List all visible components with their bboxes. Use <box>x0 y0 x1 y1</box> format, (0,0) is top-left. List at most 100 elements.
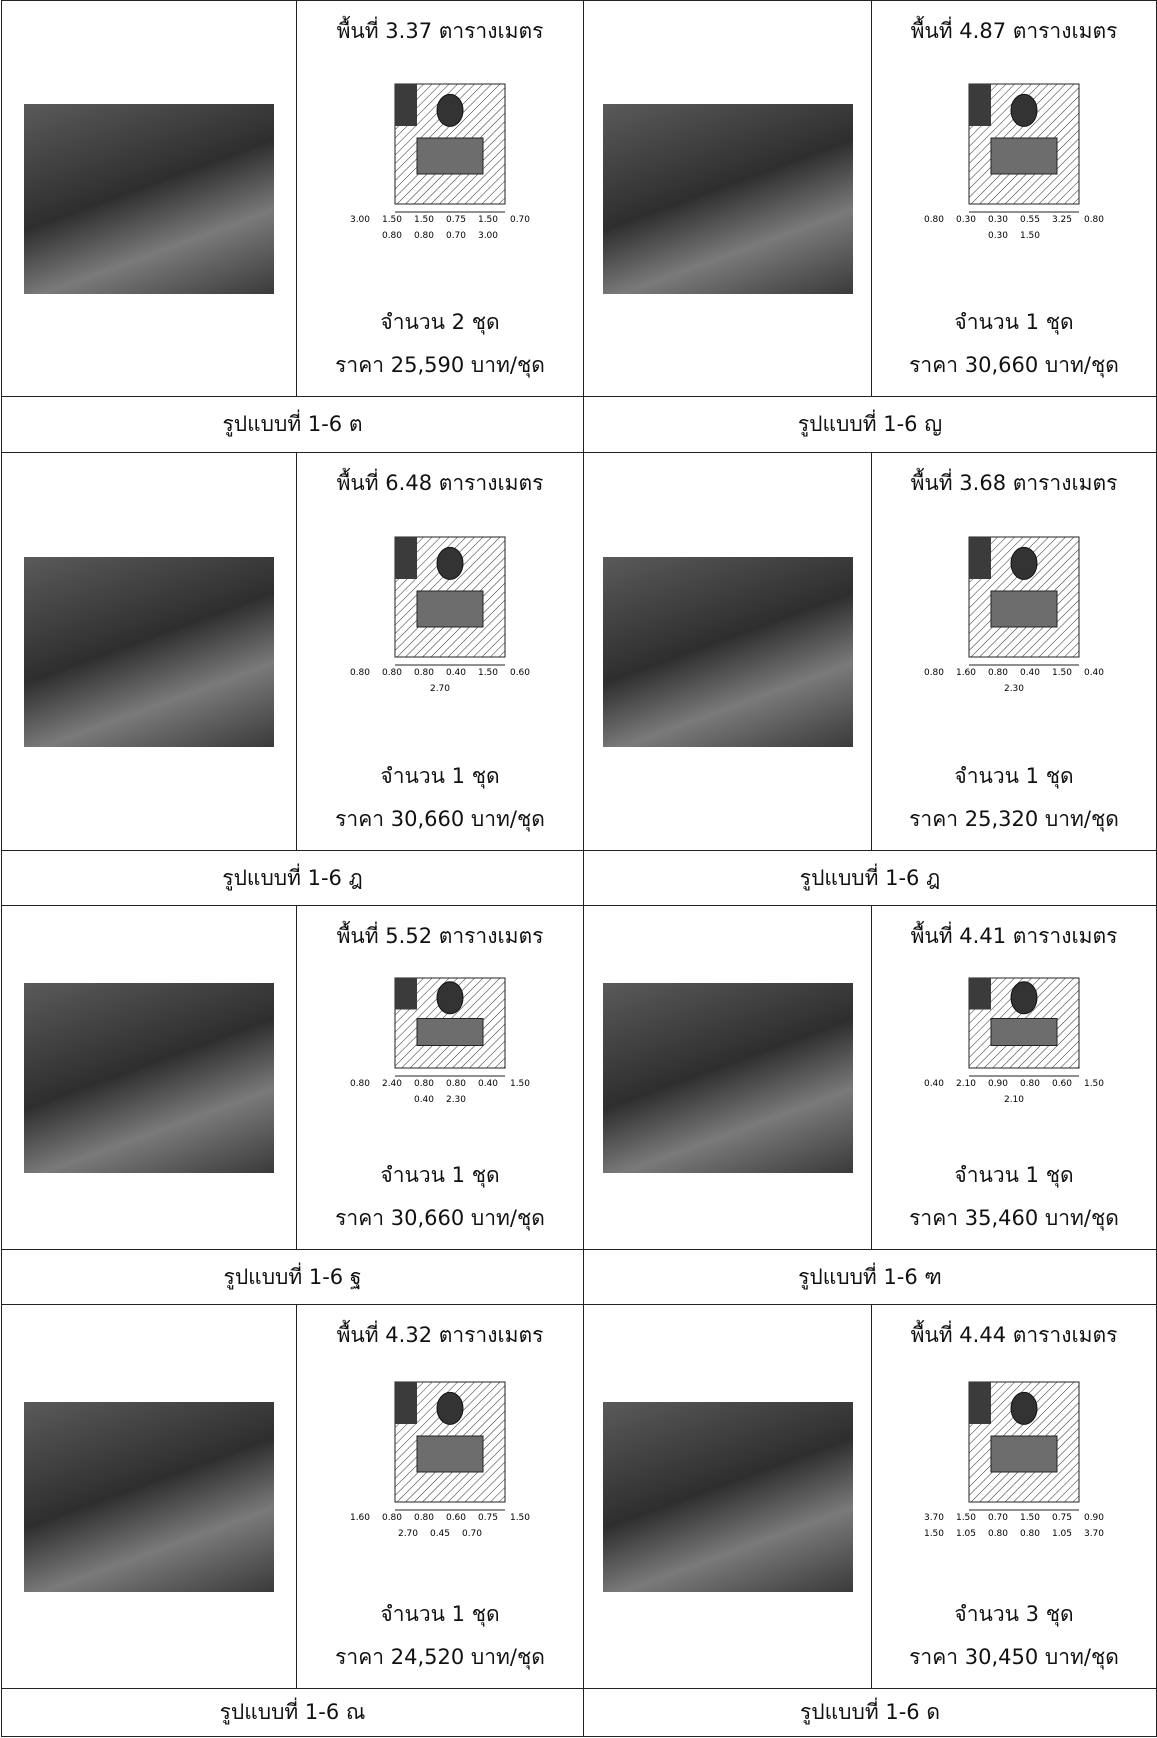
dimension-label: 0.80 <box>414 1513 434 1523</box>
layout-diagram: 3.70 1.50 0.70 1.50 0.75 0.90 1.50 1.05 0.80 0.80… <box>924 1381 1104 1539</box>
caption: รูปแบบที่ 1-6 ญ <box>584 397 1157 453</box>
dimension-label: 2.10 <box>956 1079 976 1089</box>
photo-cell <box>2 1305 297 1689</box>
photo-cell <box>2 1 297 397</box>
dimension-label: 1.60 <box>956 668 976 678</box>
quantity-text: จำนวน 1 ชุด <box>380 1163 500 1187</box>
price-text: ราคา 30,450 บาท/ชุด <box>909 1645 1119 1669</box>
photo-cell <box>584 1305 872 1689</box>
area-text: พื้นที่ 3.37 ตารางเมตร <box>336 19 544 43</box>
info-cell: พื้นที่ 3.37 ตารางเมตร 3.00 1.50 1.50 0.75 1.… <box>297 1 584 397</box>
office-photo <box>602 103 853 294</box>
dimension-label: 3.70 <box>924 1513 944 1523</box>
dimension-label: 1.60 <box>350 1513 370 1523</box>
dimension-label: 0.80 <box>1084 215 1104 225</box>
area-text: พื้นที่ 3.68 ตารางเมตร <box>910 471 1118 495</box>
area-text: พื้นที่ 4.32 ตารางเมตร <box>336 1323 544 1347</box>
diagram-shape <box>969 537 991 579</box>
diagram-shape <box>990 1435 1058 1473</box>
dimension-label: 0.40 <box>924 1079 944 1089</box>
dimension-label: 0.80 <box>350 1079 370 1089</box>
dimension-label: 0.80 <box>414 1079 434 1089</box>
diagram-shape <box>969 978 991 1010</box>
dimension-label: 0.75 <box>478 1513 498 1523</box>
area-text: พื้นที่ 5.52 ตารางเมตร <box>336 924 544 948</box>
diagram-shape <box>416 1018 484 1046</box>
caption: รูปแบบที่ 1-6 ฑ <box>584 1250 1157 1305</box>
office-photo <box>24 982 274 1173</box>
diagram-shape <box>416 137 484 175</box>
price-text: ราคา 30,660 บาท/ชุด <box>335 807 545 831</box>
diagram-shape <box>416 1435 484 1473</box>
layout-diagram: 0.80 0.80 0.80 0.40 1.50 0.60 2.70 <box>350 536 530 694</box>
diagram-shape <box>990 137 1058 175</box>
diagram-shape <box>395 537 417 579</box>
dimension-label: 0.80 <box>414 668 434 678</box>
office-photo <box>24 103 274 294</box>
diagram-shape <box>395 978 417 1010</box>
caption: รูปแบบที่ 1-6 ฎ <box>584 851 1157 906</box>
info-cell: พื้นที่ 3.68 ตารางเมตร 0.80 1.60 0.80 0.40 1.… <box>872 453 1157 851</box>
dimension-label: 0.70 <box>988 1513 1008 1523</box>
dimension-label: 0.80 <box>924 215 944 225</box>
diagram-shape <box>1010 1391 1038 1425</box>
dimension-label: 2.70 <box>430 684 450 694</box>
dimension-label: 0.80 <box>924 668 944 678</box>
dimension-label: 0.30 <box>956 215 976 225</box>
diagram-shape <box>436 981 464 1015</box>
info-cell: พื้นที่ 4.32 ตารางเมตร 1.60 0.80 0.80 0.60 0.… <box>297 1305 584 1689</box>
price-text: ราคา 25,320 บาท/ชุด <box>909 807 1119 831</box>
dimension-label: 1.50 <box>478 668 498 678</box>
dimension-label: 0.30 <box>988 231 1008 241</box>
dimension-label: 1.50 <box>1020 231 1040 241</box>
dimension-label: 3.25 <box>1052 215 1072 225</box>
dimension-label: 0.75 <box>446 215 466 225</box>
quantity-text: จำนวน 1 ชุด <box>380 1602 500 1626</box>
quantity-text: จำนวน 1 ชุด <box>954 310 1074 334</box>
diagram-shape <box>436 93 464 127</box>
dimension-label: 0.70 <box>510 215 530 225</box>
price-text: ราคา 30,660 บาท/ชุด <box>335 1206 545 1230</box>
dimension-label: 0.30 <box>988 215 1008 225</box>
dimension-label: 2.70 <box>398 1529 418 1539</box>
dimension-label: 1.50 <box>1084 1079 1104 1089</box>
diagram-shape <box>969 84 991 126</box>
office-photo <box>24 556 274 747</box>
dimension-label: 0.80 <box>1020 1529 1040 1539</box>
dimension-label: 0.80 <box>382 1513 402 1523</box>
dimension-label: 2.10 <box>1004 1095 1024 1105</box>
dimension-label: 0.80 <box>382 668 402 678</box>
dimension-label: 0.55 <box>1020 215 1040 225</box>
photo-cell <box>584 1 872 397</box>
dimension-label: 1.50 <box>510 1513 530 1523</box>
layout-diagram: 3.00 1.50 1.50 0.75 1.50 0.70 0.80 0.80 0.70 3.00 <box>350 83 530 241</box>
quantity-text: จำนวน 1 ชุด <box>380 764 500 788</box>
dimension-label: 0.60 <box>1052 1079 1072 1089</box>
caption: รูปแบบที่ 1-6 ฐ <box>2 1250 584 1305</box>
diagram-shape <box>395 1382 417 1424</box>
office-photo <box>602 982 853 1173</box>
dimension-label: 1.50 <box>956 1513 976 1523</box>
price-text: ราคา 25,590 บาท/ชุด <box>335 353 545 377</box>
caption: รูปแบบที่ 1-6 ฎ <box>2 851 584 906</box>
dimension-label: 0.40 <box>478 1079 498 1089</box>
dimension-label: 1.50 <box>414 215 434 225</box>
area-text: พื้นที่ 4.87 ตารางเมตร <box>910 19 1118 43</box>
price-text: ราคา 30,660 บาท/ชุด <box>909 353 1119 377</box>
dimension-label: 0.60 <box>446 1513 466 1523</box>
dimension-label: 1.05 <box>956 1529 976 1539</box>
area-text: พื้นที่ 4.44 ตารางเมตร <box>910 1323 1118 1347</box>
caption: รูปแบบที่ 1-6 ด <box>584 1689 1157 1737</box>
dimension-label: 2.30 <box>1004 684 1024 694</box>
area-text: พื้นที่ 6.48 ตารางเมตร <box>336 471 544 495</box>
dimension-label: 0.80 <box>382 231 402 241</box>
diagram-shape <box>1010 546 1038 580</box>
dimension-label: 0.80 <box>1020 1079 1040 1089</box>
photo-cell <box>584 453 872 851</box>
dimension-label: 1.05 <box>1052 1529 1072 1539</box>
layout-diagram: 0.80 1.60 0.80 0.40 1.50 0.40 2.30 <box>924 536 1104 694</box>
dimension-label: 1.50 <box>510 1079 530 1089</box>
dimension-label: 0.70 <box>446 231 466 241</box>
dimension-label: 0.40 <box>1084 668 1104 678</box>
dimension-label: 0.90 <box>1084 1513 1104 1523</box>
